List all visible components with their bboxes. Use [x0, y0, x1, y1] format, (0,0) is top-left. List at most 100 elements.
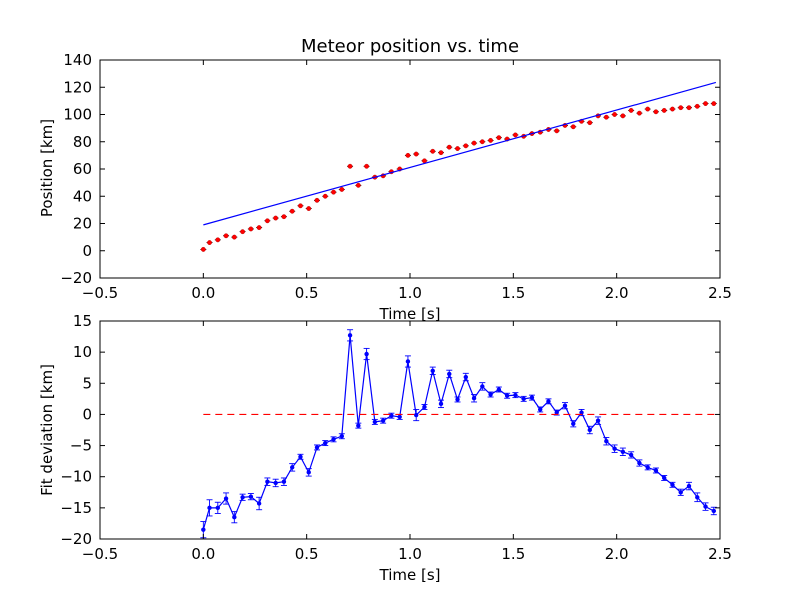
- x-tick-label: 2.5: [708, 545, 732, 563]
- data-point: [223, 233, 230, 239]
- marker: [347, 333, 353, 338]
- data-point: [256, 496, 263, 511]
- data-point: [355, 422, 362, 429]
- marker: [587, 120, 593, 126]
- data-point: [545, 398, 552, 405]
- marker: [248, 494, 254, 499]
- marker: [314, 197, 320, 203]
- marker: [571, 421, 576, 426]
- marker: [496, 135, 502, 141]
- marker: [463, 374, 468, 380]
- data-point: [454, 146, 461, 151]
- data-point: [404, 152, 411, 158]
- x-ticks: −0.5 0.0 0.5 1.0 1.5 2.0 2.5: [82, 60, 732, 302]
- data-point: [512, 132, 519, 138]
- marker: [612, 112, 617, 117]
- data-point: [280, 477, 287, 486]
- data-point: [247, 226, 254, 232]
- marker: [364, 163, 369, 169]
- data-point: [231, 234, 238, 240]
- x-tick-label: 1.5: [501, 545, 525, 563]
- data-point: [256, 225, 263, 230]
- marker: [273, 215, 279, 221]
- y-ticks: −20 0 20 40 60 80 100 120 140: [60, 51, 720, 287]
- x-tick-label: 1.0: [398, 284, 422, 302]
- marker: [223, 233, 229, 239]
- data-point: [528, 394, 535, 401]
- marker: [446, 144, 452, 150]
- marker: [232, 515, 237, 520]
- data-point: [264, 218, 271, 224]
- data-point: [619, 447, 626, 456]
- data-point: [421, 404, 428, 410]
- data-point: [239, 493, 246, 501]
- marker: [479, 139, 485, 145]
- data-point: [487, 391, 494, 398]
- marker: [455, 397, 460, 402]
- data-point: [669, 481, 676, 488]
- marker: [678, 105, 684, 111]
- data-point: [652, 109, 659, 115]
- marker: [463, 143, 469, 149]
- marker: [207, 505, 212, 511]
- marker: [480, 384, 485, 389]
- data-point: [479, 382, 486, 391]
- data-point: [694, 492, 701, 503]
- marker: [414, 412, 419, 418]
- deviation-chart: Time [s] Fit deviation [km] −0.5 0.0 0.5 1.…: [38, 312, 732, 584]
- marker: [513, 392, 518, 398]
- data-point: [231, 511, 238, 524]
- marker: [529, 395, 535, 400]
- marker: [430, 368, 435, 374]
- data-point: [297, 453, 304, 460]
- marker: [264, 218, 270, 224]
- x-ticks: −0.5 0.0 0.5 1.0 1.5 2.0 2.5: [82, 321, 732, 563]
- marker: [298, 454, 303, 459]
- data-point: [289, 208, 296, 214]
- data-point: [652, 467, 659, 474]
- data-point: [305, 206, 312, 211]
- data-point: [520, 395, 527, 402]
- marker: [306, 470, 311, 475]
- data-point: [429, 366, 436, 376]
- y-tick-label: 20: [73, 215, 92, 233]
- marker: [628, 108, 634, 113]
- chart-title: Meteor position vs. time: [301, 36, 519, 57]
- x-axis-label: Time [s]: [379, 566, 441, 584]
- data-point: [710, 506, 717, 516]
- marker: [322, 193, 328, 199]
- marker: [521, 396, 526, 402]
- data-point: [702, 101, 709, 107]
- data-point: [338, 433, 345, 440]
- marker: [612, 446, 617, 451]
- marker: [364, 351, 369, 357]
- data-point: [603, 114, 610, 120]
- x-tick-label: 2.0: [605, 545, 629, 563]
- marker: [661, 108, 667, 113]
- marker: [200, 246, 206, 252]
- marker: [686, 105, 692, 111]
- marker: [413, 151, 419, 157]
- x-axis-label: Time [s]: [379, 305, 441, 323]
- data-point: [562, 402, 568, 410]
- data-point: [669, 106, 676, 112]
- marker: [438, 401, 444, 407]
- marker: [422, 158, 427, 164]
- x-tick-label: 2.5: [708, 284, 732, 302]
- data-point: [247, 493, 254, 501]
- marker: [314, 445, 320, 450]
- marker: [686, 483, 692, 489]
- position-chart: Meteor position vs. time Time [s] Positi…: [38, 36, 732, 323]
- marker: [430, 148, 436, 154]
- marker: [471, 140, 477, 146]
- marker: [215, 237, 221, 243]
- marker: [670, 106, 675, 112]
- marker: [256, 225, 262, 230]
- marker: [289, 208, 295, 214]
- data-point: [413, 408, 420, 422]
- marker: [653, 109, 659, 115]
- y-tick-label: 0: [82, 242, 92, 260]
- data-point: [570, 124, 577, 130]
- data-point: [330, 436, 337, 443]
